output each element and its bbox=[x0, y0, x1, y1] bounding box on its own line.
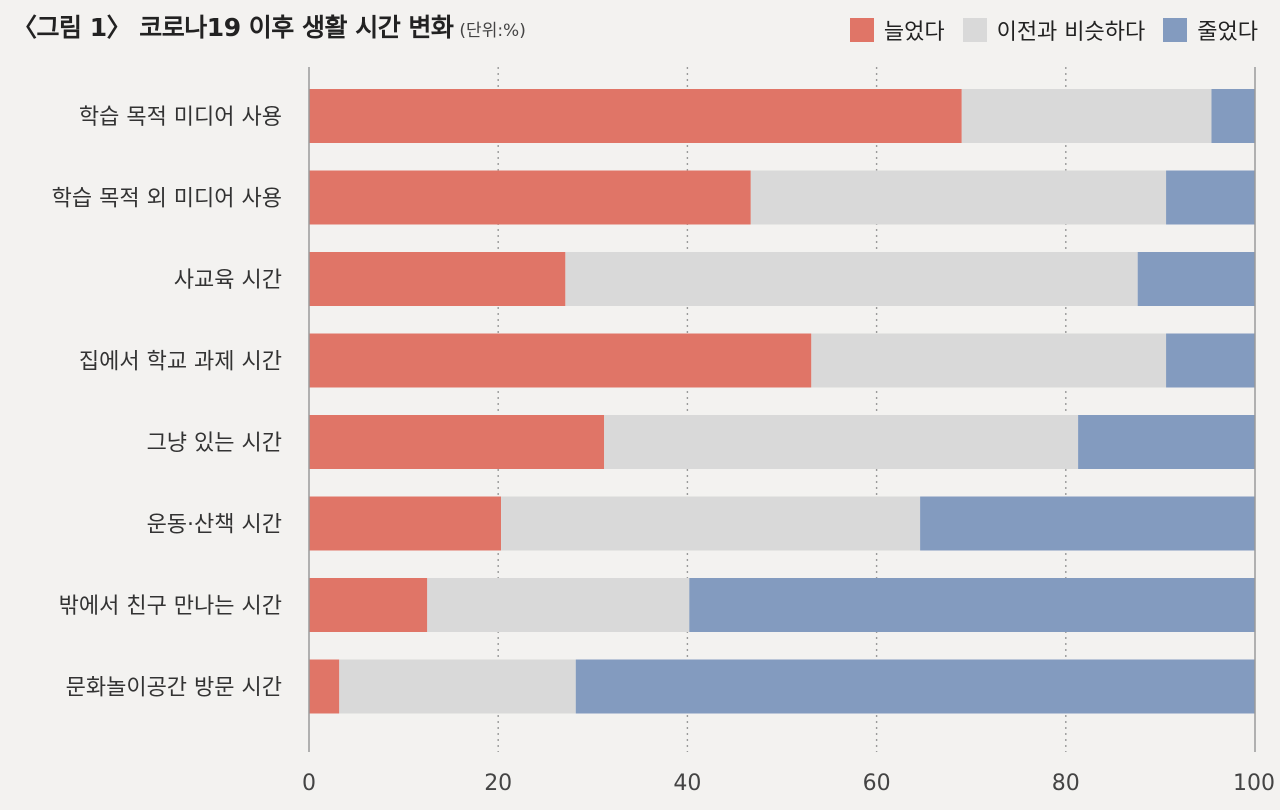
category-label-2: 학습 목적 외 미디어 사용 bbox=[52, 187, 282, 212]
bar-decreased-2 bbox=[1166, 170, 1255, 225]
bar-increased-2 bbox=[309, 170, 751, 225]
legend-item-similar: 이전과 비슷하다 bbox=[962, 14, 1146, 46]
bar-increased-6 bbox=[309, 496, 502, 551]
category-label-8: 문화놀이공간 방문 시간 bbox=[66, 676, 282, 701]
bar-increased-1 bbox=[309, 89, 962, 143]
bar-increased-4 bbox=[309, 333, 812, 388]
legend-item-decreased: 줄었다 bbox=[1163, 14, 1258, 46]
bar-similar-8 bbox=[339, 659, 576, 714]
chart-title: 〈그림 1〉 코로나19 이후 생활 시간 변화 bbox=[12, 13, 454, 42]
bar-similar-4 bbox=[811, 333, 1167, 388]
category-label-4: 집에서 학교 과제 시간 bbox=[79, 350, 282, 375]
bar-similar-6 bbox=[501, 496, 921, 551]
bar-decreased-7 bbox=[689, 578, 1255, 632]
bar-similar-2 bbox=[750, 170, 1167, 225]
bar-decreased-8 bbox=[575, 659, 1255, 714]
bar-decreased-1 bbox=[1211, 89, 1255, 143]
x-tick-label-40: 40 bbox=[673, 771, 701, 796]
legend-swatch-increased bbox=[849, 18, 874, 42]
legend-label-decreased: 줄었다 bbox=[1197, 20, 1258, 45]
bar-increased-8 bbox=[309, 659, 340, 714]
bar-decreased-3 bbox=[1137, 252, 1255, 306]
bar-increased-7 bbox=[309, 578, 428, 632]
x-tick-label-60: 60 bbox=[863, 771, 891, 796]
x-tick-label-20: 20 bbox=[484, 771, 512, 796]
category-label-6: 운동·산책 시간 bbox=[147, 513, 282, 538]
legend-label-increased: 늘었다 bbox=[883, 20, 945, 45]
bar-increased-3 bbox=[309, 252, 566, 306]
legend-label-similar: 이전과 비슷하다 bbox=[996, 20, 1146, 45]
chart-unit: (단위:%) bbox=[459, 21, 526, 41]
bar-decreased-4 bbox=[1166, 333, 1255, 388]
legend-item-increased: 늘었다 bbox=[849, 14, 945, 46]
bar-decreased-5 bbox=[1078, 415, 1255, 469]
bar-similar-7 bbox=[427, 578, 690, 632]
category-label-7: 밖에서 친구 만나는 시간 bbox=[59, 594, 282, 619]
category-label-5: 그냥 있는 시간 bbox=[147, 431, 282, 456]
bar-increased-5 bbox=[309, 415, 605, 469]
bar-similar-5 bbox=[604, 415, 1079, 469]
bar-decreased-6 bbox=[920, 496, 1255, 551]
bar-similar-1 bbox=[961, 89, 1212, 143]
category-label-1: 학습 목적 미디어 사용 bbox=[79, 105, 282, 130]
legend: 늘었다 이전과 비슷하다 줄었다 bbox=[849, 14, 1258, 46]
category-label-3: 사교육 시간 bbox=[174, 268, 282, 293]
bar-similar-3 bbox=[565, 252, 1138, 306]
x-tick-label-80: 80 bbox=[1052, 771, 1080, 796]
x-tick-label-100: 100 bbox=[1233, 771, 1275, 796]
chart-header: 〈그림 1〉 코로나19 이후 생활 시간 변화 (단위:%) bbox=[12, 8, 526, 52]
legend-swatch-decreased bbox=[1163, 18, 1188, 42]
x-tick-label-0: 0 bbox=[302, 771, 316, 796]
legend-swatch-similar bbox=[962, 18, 987, 42]
